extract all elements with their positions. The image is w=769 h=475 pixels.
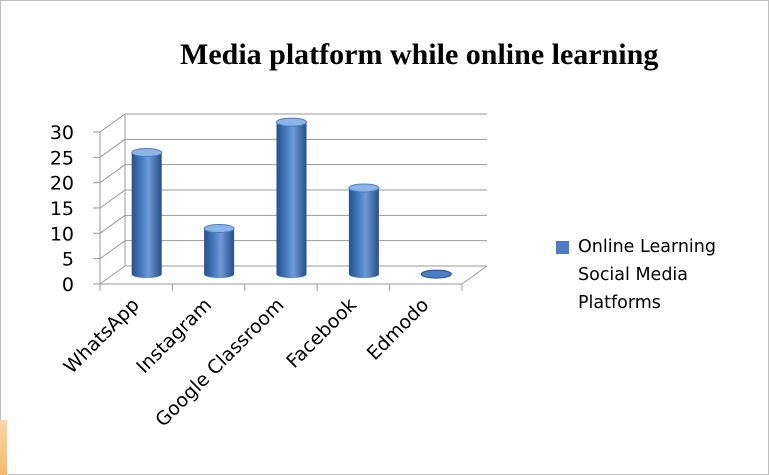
side-gridline (99, 138, 126, 158)
y-tick-label: 15 (50, 198, 74, 220)
bar (276, 117, 307, 279)
bar-top (203, 224, 235, 233)
x-tick-label: WhatsApp (60, 294, 144, 378)
floor-edge (461, 265, 488, 285)
y-tick-label: 10 (50, 223, 74, 245)
bar-top (131, 148, 163, 157)
bar-body (276, 122, 307, 279)
y-tick-label: 0 (62, 274, 74, 296)
bar (348, 183, 380, 279)
side-gridline (99, 214, 126, 234)
x-tick-label: Google Classroom (151, 294, 288, 431)
side-gridline (99, 113, 126, 133)
y-tick-label: 20 (50, 173, 74, 195)
bar (131, 148, 163, 279)
y-tick-label: 5 (62, 249, 74, 271)
bar-body (348, 187, 379, 279)
bar (420, 269, 452, 279)
bar-top (276, 117, 307, 127)
bar (203, 224, 235, 279)
y-tick-label: 25 (50, 147, 74, 169)
bar-body (131, 152, 162, 279)
axes (93, 114, 488, 291)
side-gridline (99, 164, 126, 184)
bar-top (348, 183, 380, 193)
legend-swatch (556, 241, 569, 254)
legend-label: Online Learning Social Media Platforms (578, 237, 716, 313)
y-tick-label: 30 (50, 122, 74, 144)
bars (131, 117, 452, 279)
y-tick-labels: 0 5 10 15 20 25 30 (50, 122, 74, 296)
side-gridline (99, 189, 126, 209)
bar-body (204, 228, 235, 279)
decorative-stripe (0, 420, 7, 475)
bar-top (420, 269, 452, 279)
x-tick-label: Facebook (282, 294, 361, 373)
x-tick-label: Edmodo (363, 294, 434, 365)
side-gridline (99, 240, 126, 260)
side-gridline (99, 265, 126, 285)
chart-title: Media platform while online learning (180, 38, 659, 71)
